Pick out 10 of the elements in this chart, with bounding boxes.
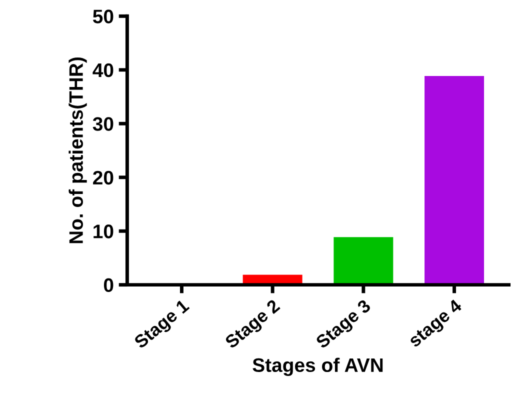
bar [332, 236, 395, 285]
y-tick-label: 0 [104, 278, 114, 292]
y-tick-label: 10 [94, 224, 114, 238]
y-tick-label: 30 [92, 117, 114, 131]
y-tick-label: 50 [92, 10, 114, 24]
y-tick-label: 40 [92, 63, 114, 78]
x-axis-title: Stages of AVN [252, 358, 383, 376]
y-axis-title: No. of patients(THR) [68, 57, 87, 244]
y-tick-label: 20 [93, 170, 114, 185]
bar [423, 74, 486, 285]
